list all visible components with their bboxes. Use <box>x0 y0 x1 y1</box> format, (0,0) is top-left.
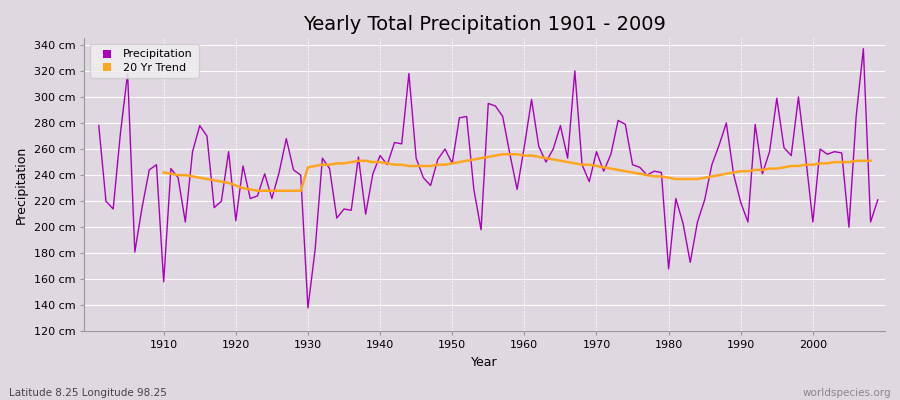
Text: Latitude 8.25 Longitude 98.25: Latitude 8.25 Longitude 98.25 <box>9 388 166 398</box>
Text: worldspecies.org: worldspecies.org <box>803 388 891 398</box>
Title: Yearly Total Precipitation 1901 - 2009: Yearly Total Precipitation 1901 - 2009 <box>303 15 666 34</box>
X-axis label: Year: Year <box>472 356 498 369</box>
Y-axis label: Precipitation: Precipitation <box>15 146 28 224</box>
Legend: Precipitation, 20 Yr Trend: Precipitation, 20 Yr Trend <box>90 44 199 78</box>
